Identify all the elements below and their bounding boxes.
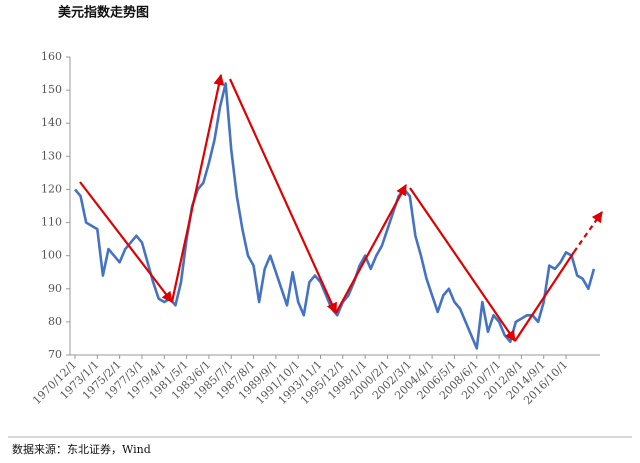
chart-title: 美元指数走势图 — [58, 5, 149, 21]
y-tick-label: 80 — [48, 315, 62, 328]
y-tick-label: 140 — [41, 116, 62, 129]
y-tick-label: 130 — [41, 149, 62, 162]
y-tick-label: 100 — [41, 249, 62, 262]
y-tick-label: 70 — [48, 348, 62, 361]
y-tick-label: 160 — [41, 50, 62, 63]
source: 数据来源：东北证券，Wind — [12, 442, 151, 456]
plot: 7080901001101201301401501601970/12/11973… — [30, 50, 600, 407]
y-tick-label: 120 — [41, 182, 62, 195]
y-tick-label: 150 — [41, 83, 62, 96]
y-tick-label: 90 — [48, 282, 62, 295]
trend-arrows — [79, 73, 603, 342]
y-tick-label: 110 — [41, 216, 62, 229]
